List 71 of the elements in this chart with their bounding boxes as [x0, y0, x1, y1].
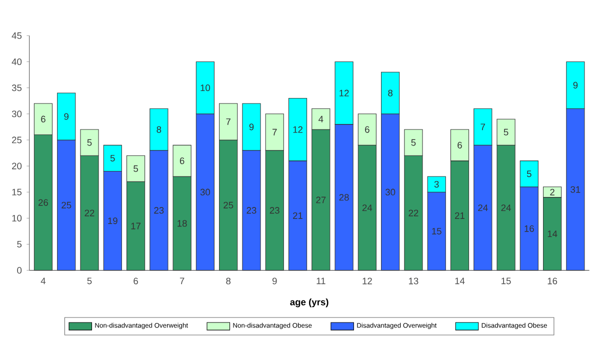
- data-label: 6: [365, 126, 370, 133]
- x-tick-label: 16: [548, 278, 558, 284]
- data-label: 9: [64, 113, 69, 120]
- data-label: 31: [570, 186, 580, 193]
- data-label: 23: [270, 207, 280, 214]
- x-tick-label: 7: [180, 278, 184, 284]
- x-tick-label: 14: [455, 278, 465, 284]
- data-label: 25: [62, 202, 72, 208]
- data-label: 5: [134, 165, 138, 172]
- data-label: 26: [38, 199, 48, 206]
- y-tick-label: 0: [17, 267, 22, 274]
- data-label: 23: [154, 207, 164, 214]
- data-label: 5: [504, 128, 508, 136]
- data-label: 12: [340, 90, 349, 96]
- data-label: 14: [548, 230, 558, 238]
- x-tick-label: 9: [272, 278, 277, 284]
- data-label: 8: [156, 126, 162, 133]
- x-tick-label: 6: [134, 278, 138, 284]
- y-tick-label: 30: [12, 110, 22, 118]
- data-label: 6: [180, 158, 184, 164]
- data-label: 9: [573, 82, 578, 88]
- x-tick-label: 15: [502, 278, 511, 284]
- y-tick-label: 45: [12, 32, 22, 39]
- data-label: 15: [432, 228, 442, 234]
- data-label: 24: [478, 204, 488, 212]
- data-label: 30: [200, 188, 210, 196]
- y-tick-label: 25: [12, 136, 22, 144]
- x-tick-label: 13: [408, 278, 418, 284]
- x-tick-label: 12: [362, 278, 372, 284]
- data-label: 27: [316, 196, 326, 204]
- x-tick-label: 8: [226, 278, 231, 284]
- x-axis-title: age (yrs): [290, 298, 328, 308]
- data-label: 21: [293, 212, 302, 219]
- data-label: 16: [524, 225, 534, 232]
- data-label: 7: [272, 128, 277, 136]
- data-label: 2: [550, 188, 554, 196]
- data-label: 5: [526, 170, 532, 178]
- data-label: 24: [501, 204, 511, 212]
- data-label: 7: [226, 118, 230, 125]
- data-label: 24: [362, 204, 372, 212]
- data-label: 9: [249, 124, 254, 130]
- data-label: 22: [408, 210, 418, 216]
- data-label: 18: [178, 220, 187, 227]
- x-tick-label: 5: [87, 278, 92, 284]
- data-label: 5: [87, 139, 92, 146]
- y-tick-label: 35: [12, 84, 22, 92]
- data-label: 25: [224, 202, 234, 208]
- data-label: 12: [293, 126, 302, 133]
- data-label: 23: [246, 207, 256, 214]
- data-label: 19: [108, 217, 118, 224]
- y-tick-label: 20: [12, 162, 22, 170]
- data-label: 22: [84, 210, 94, 216]
- data-label: 21: [455, 212, 464, 219]
- y-tick-label: 10: [12, 214, 22, 222]
- data-label: 3: [434, 180, 439, 188]
- data-label: 5: [110, 154, 115, 162]
- y-tick-label: 5: [17, 240, 22, 248]
- data-label: 6: [458, 142, 462, 148]
- data-label: 6: [41, 116, 46, 122]
- data-label: 5: [411, 139, 416, 146]
- data-label: 7: [480, 124, 486, 130]
- data-label: 28: [339, 194, 349, 201]
- data-label: 8: [388, 90, 393, 96]
- data-label: 30: [385, 188, 396, 196]
- y-tick-label: 40: [12, 58, 22, 66]
- y-tick-label: 15: [12, 188, 22, 196]
- x-tick-label: 4: [40, 278, 46, 284]
- data-label: 17: [131, 222, 141, 230]
- x-tick-label: 11: [316, 278, 326, 284]
- data-label: 4: [318, 116, 324, 122]
- data-label: 10: [200, 84, 210, 92]
